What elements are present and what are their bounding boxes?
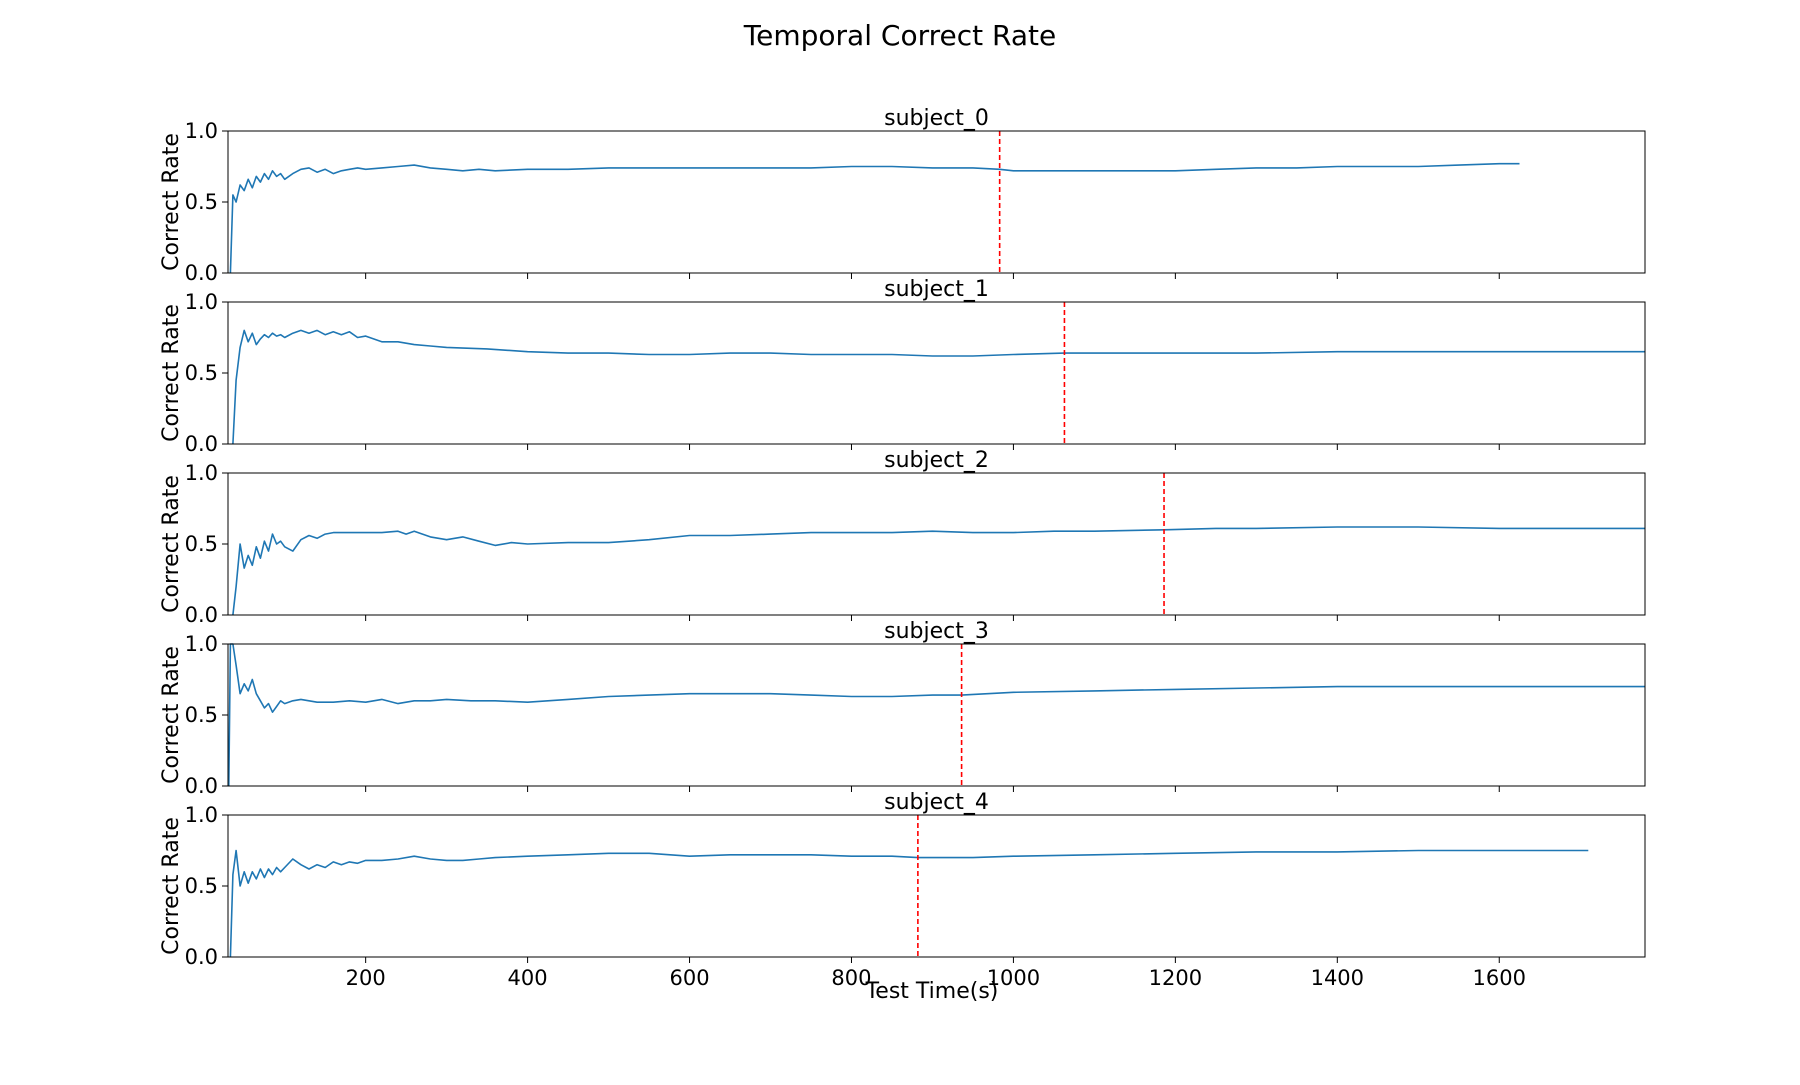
x-tick-label: 200 — [346, 966, 386, 990]
y-axis-label: Correct Rate — [159, 646, 184, 784]
subplot-title: subject_3 — [884, 619, 989, 644]
y-tick-label: 0.5 — [185, 874, 218, 898]
y-axis-label: Correct Rate — [159, 817, 184, 955]
subplot-title: subject_2 — [884, 448, 989, 473]
subplot-title: subject_4 — [884, 790, 989, 815]
series-line — [229, 849, 1589, 958]
y-tick-label: 0.5 — [185, 703, 218, 727]
axes-frame — [227, 472, 1646, 616]
y-axis-label: Correct Rate — [159, 304, 184, 442]
series-line — [232, 526, 1645, 616]
y-tick-label: 1.0 — [185, 632, 218, 656]
axes-frame — [227, 130, 1646, 274]
x-tick-label: 800 — [831, 966, 871, 990]
axes-frame — [227, 814, 1646, 958]
series-line — [229, 162, 1520, 274]
x-tick-label: 1400 — [1311, 966, 1364, 990]
y-tick-label: 0.0 — [185, 603, 218, 627]
y-tick-label: 0.0 — [185, 261, 218, 285]
x-tick-label: 400 — [508, 966, 548, 990]
y-tick-label: 0.0 — [185, 945, 218, 969]
series-line — [232, 329, 1645, 445]
y-tick-label: 0.0 — [185, 774, 218, 798]
x-tick-label: 600 — [669, 966, 709, 990]
y-tick-label: 0.5 — [185, 190, 218, 214]
figure-title: Temporal Correct Rate — [743, 19, 1056, 52]
x-axis-label: Test Time(s) — [865, 979, 999, 1004]
x-tick-label: 1600 — [1473, 966, 1526, 990]
x-tick-label: 1000 — [987, 966, 1040, 990]
y-tick-label: 1.0 — [185, 290, 218, 314]
y-tick-label: 1.0 — [185, 461, 218, 485]
series-line — [228, 643, 1645, 787]
y-axis-label: Correct Rate — [159, 133, 184, 271]
y-tick-label: 1.0 — [185, 803, 218, 827]
subplot-title: subject_0 — [884, 106, 989, 131]
y-tick-label: 0.0 — [185, 432, 218, 456]
y-tick-label: 1.0 — [185, 119, 218, 143]
subplot-title: subject_1 — [884, 277, 989, 302]
x-tick-label: 1200 — [1149, 966, 1202, 990]
axes-frame — [227, 643, 1646, 787]
y-tick-label: 0.5 — [185, 532, 218, 556]
axes-frame — [227, 301, 1646, 445]
y-axis-label: Correct Rate — [159, 475, 184, 613]
y-tick-label: 0.5 — [185, 361, 218, 385]
